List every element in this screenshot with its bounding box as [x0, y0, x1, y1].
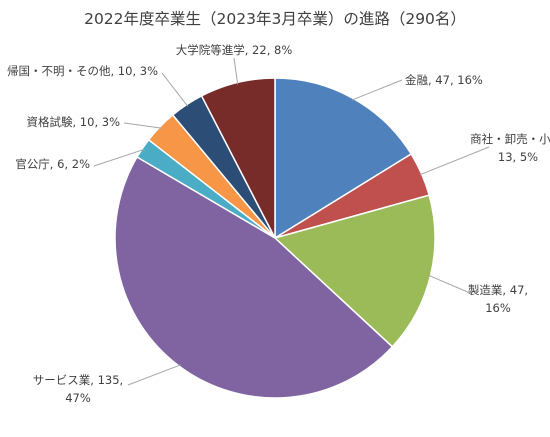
data-label: 製造業, 47, 16% [468, 283, 528, 315]
leader-line [93, 148, 145, 167]
data-label: 金融, 47, 16% [405, 73, 483, 87]
leader-line [419, 146, 490, 176]
leader-line [161, 72, 189, 107]
data-label: 大学院等進学, 22, 8% [176, 43, 293, 57]
leader-line [127, 364, 181, 386]
leader-line [351, 79, 403, 101]
leader-line [428, 274, 471, 294]
leader-line [123, 122, 162, 129]
chart-title: 2022年度卒業生（2023年3月卒業）の進路（290名） [84, 10, 466, 28]
pie-slice [114, 155, 394, 399]
data-label: サービス業, 135, 47% [33, 373, 123, 405]
data-label: 資格試験, 10, 3% [27, 115, 121, 129]
pie-slice [274, 77, 413, 240]
data-label: 帰国・不明・その他, 10, 3% [7, 64, 158, 78]
data-label: 官公庁, 6, 2% [15, 157, 90, 171]
leader-line [233, 57, 239, 85]
data-label: 商社・卸売・小売,13, 5% [470, 132, 550, 164]
